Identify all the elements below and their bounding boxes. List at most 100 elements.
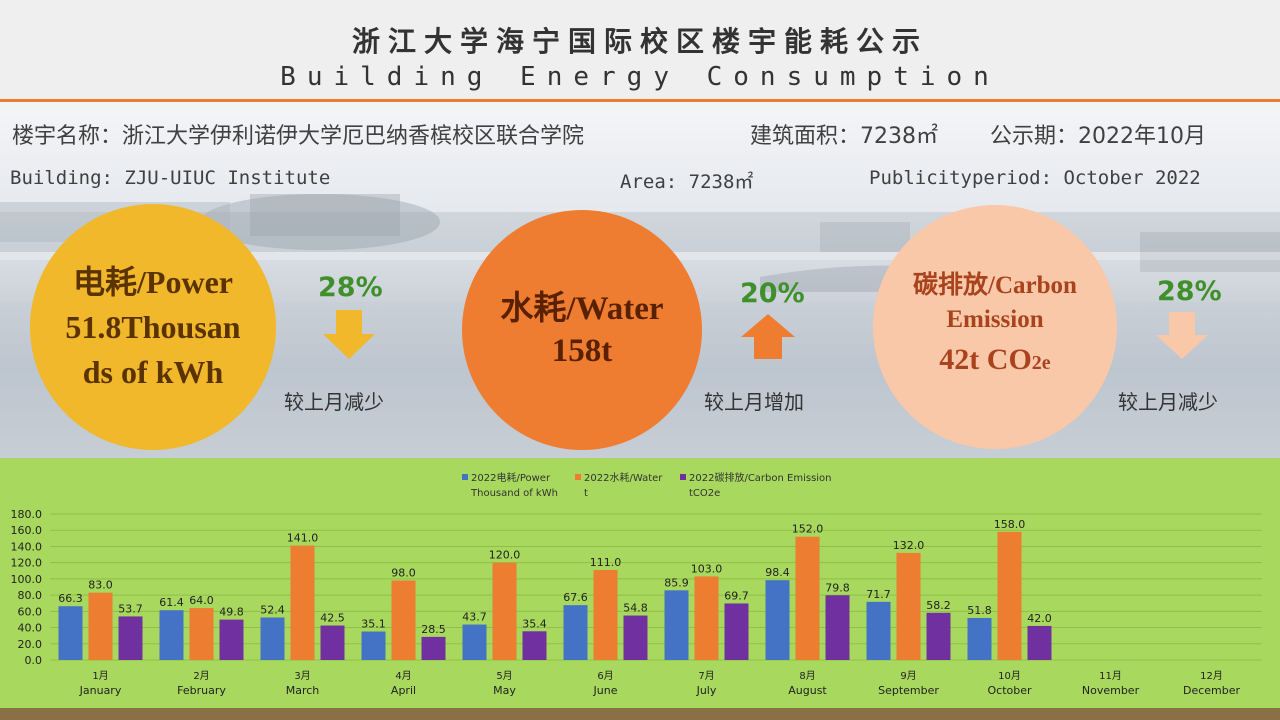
y-tick-label: 40.0 <box>18 622 43 635</box>
bar <box>320 625 345 660</box>
carbon-label-line1: 碳排放/Carbon <box>913 271 1077 299</box>
power-value-line1: 51.8Thousan <box>65 308 241 345</box>
legend-swatch <box>680 474 686 480</box>
y-tick-label: 0.0 <box>25 654 43 667</box>
legend-entry: 2022电耗/Power <box>471 471 551 484</box>
data-label: 64.0 <box>189 594 214 607</box>
bottom-strip <box>0 708 1280 720</box>
power-comparison-label: 较上月减少 <box>284 390 384 414</box>
data-label: 152.0 <box>792 523 824 536</box>
y-tick-label: 140.0 <box>11 540 43 553</box>
bar <box>765 580 790 660</box>
power-down-arrow-icon <box>323 310 375 359</box>
x-tick-label-cn: 3月 <box>294 670 310 682</box>
data-label: 71.7 <box>866 588 891 601</box>
data-label: 53.7 <box>118 602 143 615</box>
data-label: 79.8 <box>825 581 850 594</box>
x-tick-label-en: May <box>493 684 516 697</box>
data-label: 58.2 <box>926 599 951 612</box>
data-label: 35.4 <box>522 617 547 630</box>
y-tick-label: 120.0 <box>11 557 43 570</box>
x-tick-label-cn: 2月 <box>193 670 209 682</box>
data-label: 98.4 <box>765 566 790 579</box>
publicity-period-cn: 公示期：2022年10月 <box>990 124 1206 149</box>
monthly-consumption-chart: 0.0 20.0 40.0 60.0 80.0 100.0 120.0 140.0 160.0 1… <box>11 471 1262 697</box>
data-label: 69.7 <box>724 589 749 602</box>
x-tick-label-en: July <box>696 684 717 697</box>
water-comparison-label: 较上月增加 <box>704 390 804 414</box>
bar <box>260 617 285 660</box>
x-tick-label-cn: 10月 <box>998 670 1021 682</box>
bar <box>159 610 184 660</box>
water-change-percent: 20% <box>740 278 805 309</box>
water-value: 158t <box>551 333 613 369</box>
data-label: 35.1 <box>361 618 386 631</box>
carbon-label-line2: Emission <box>946 305 1044 333</box>
x-tick-label-cn: 7月 <box>698 670 714 682</box>
data-label: 42.5 <box>320 612 345 625</box>
bar <box>421 636 446 660</box>
x-tick-label-cn: 5月 <box>496 670 512 682</box>
bar <box>795 536 820 660</box>
x-tick-label-en: September <box>878 684 939 697</box>
page-title-cn: 浙江大学海宁国际校区楼宇能耗公示 <box>351 25 928 58</box>
x-tick-label-cn: 6月 <box>597 670 613 682</box>
y-tick-label: 80.0 <box>18 589 43 602</box>
legend-entry: 2022水耗/Water <box>584 472 663 484</box>
carbon-value-main: 42t CO <box>939 342 1032 376</box>
bar <box>866 601 891 660</box>
bar <box>896 552 921 660</box>
x-tick-label-en: November <box>1082 684 1140 697</box>
power-label: 电耗/Power <box>73 263 233 300</box>
publicity-period-en: Publicityperiod: October 2022 <box>869 167 1201 189</box>
bar <box>492 562 517 660</box>
legend-entry-unit: Thousand of kWh <box>470 488 558 499</box>
data-label: 132.0 <box>893 539 925 552</box>
page-title-en: Building Energy Consumption <box>280 62 1000 92</box>
y-tick-label: 20.0 <box>18 638 43 651</box>
power-indicator-circle: 电耗/Power 51.8Thousan ds of kWh <box>30 204 276 450</box>
x-tick-label-en: February <box>177 684 226 697</box>
data-label: 120.0 <box>489 549 521 562</box>
water-indicator-circle: 水耗/Water 158t <box>462 210 702 450</box>
data-label: 61.4 <box>159 596 184 609</box>
bar <box>997 531 1022 660</box>
x-tick-label-en: December <box>1183 684 1241 697</box>
data-label: 111.0 <box>590 556 622 569</box>
data-label: 158.0 <box>994 518 1026 531</box>
building-area-cn: 建筑面积：7238㎡ <box>750 124 938 149</box>
x-tick-label-cn: 12月 <box>1200 670 1223 682</box>
building-area-en: Area: 7238㎡ <box>620 171 754 193</box>
bar <box>664 590 689 660</box>
bar <box>593 569 618 660</box>
carbon-down-arrow-icon <box>1156 312 1208 359</box>
data-label: 85.9 <box>664 576 689 589</box>
power-value-line2: ds of kWh <box>82 353 224 390</box>
carbon-indicator-circle: 碳排放/Carbon Emission 42t CO2e <box>873 205 1117 449</box>
header: 浙江大学海宁国际校区楼宇能耗公示 Building Energy Consump… <box>0 0 1280 100</box>
building-name-en: Building: ZJU-UIUC Institute <box>10 167 331 189</box>
x-tick-label-en: October <box>987 684 1031 697</box>
legend-entry-unit: tCO2e <box>689 488 720 499</box>
data-label: 28.5 <box>421 623 446 636</box>
x-tick-label-cn: 8月 <box>799 670 815 682</box>
y-tick-label: 60.0 <box>18 605 43 618</box>
data-label: 42.0 <box>1027 612 1052 625</box>
bar <box>926 612 951 660</box>
data-label: 83.0 <box>88 579 113 592</box>
y-tick-label: 160.0 <box>11 524 43 537</box>
bar <box>361 631 386 660</box>
water-label: 水耗/Water <box>500 291 664 327</box>
data-label: 43.7 <box>462 611 487 624</box>
bar <box>1027 625 1052 660</box>
bar <box>88 592 113 660</box>
building-name-cn: 楼宇名称：浙江大学伊利诺伊大学厄巴纳香槟校区联合学院 <box>12 124 585 149</box>
bar <box>462 624 487 660</box>
bar <box>967 617 992 660</box>
data-label: 66.3 <box>58 592 83 605</box>
bar <box>118 616 143 660</box>
bar <box>290 545 315 660</box>
water-up-arrow-icon <box>741 314 795 359</box>
x-tick-label-cn: 9月 <box>900 670 916 682</box>
data-label: 141.0 <box>287 532 319 545</box>
